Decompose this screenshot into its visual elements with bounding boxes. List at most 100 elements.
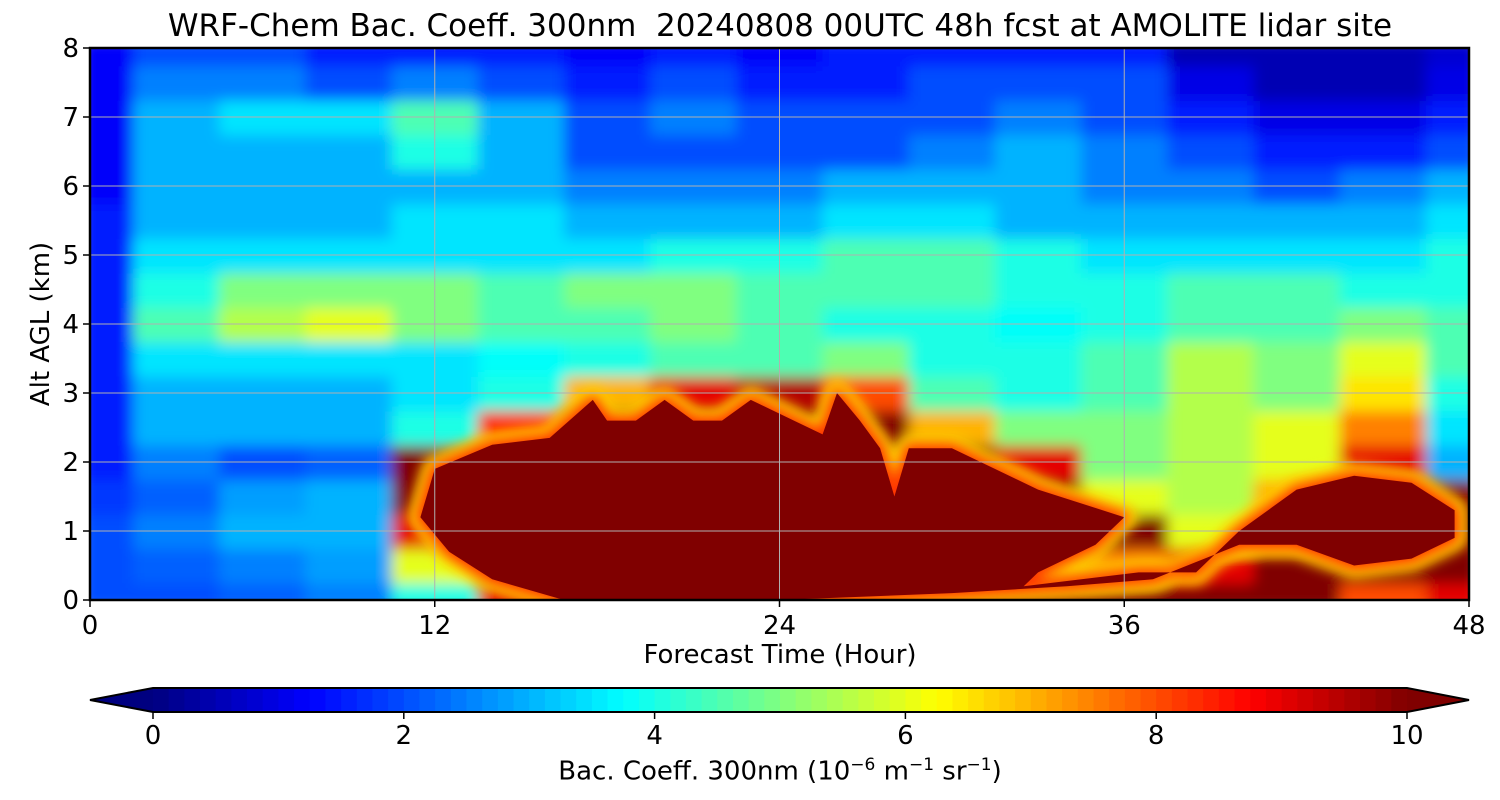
- heatmap-cell: [822, 341, 910, 377]
- heatmap-cell: [1167, 479, 1255, 515]
- colorbar-segment: [1093, 688, 1110, 712]
- colorbar-segment: [780, 688, 797, 712]
- x-axis-label: Forecast Time (Hour): [643, 640, 917, 670]
- heatmap-cell: [133, 410, 221, 446]
- colorbar-segment: [325, 688, 342, 712]
- colorbar-segment: [1218, 688, 1236, 712]
- heatmap-cell: [1425, 410, 1469, 446]
- x-axis-ticks: 0 12 24 36 48: [82, 600, 1486, 641]
- heatmap-cell: [133, 203, 221, 239]
- colorbar-segment: [247, 688, 264, 712]
- heatmap-cell: [1425, 48, 1469, 67]
- heatmap-cell: [133, 134, 221, 170]
- colorbar-segment: [262, 688, 279, 712]
- colorbar-segment: [1391, 688, 1408, 712]
- colorbar-segment: [1234, 688, 1251, 712]
- heatmap-cell: [1339, 341, 1427, 377]
- colorbar-tick-label: 6: [897, 721, 914, 751]
- heatmap-cell: [1253, 341, 1341, 377]
- colorbar-segment: [748, 688, 765, 712]
- heatmap-cell: [90, 410, 135, 446]
- colorbar-segment: [811, 688, 828, 712]
- colorbar-segment: [576, 688, 593, 712]
- heatmap-cell: [90, 48, 135, 67]
- heatmap-cell: [650, 65, 738, 101]
- colorbar-segment: [1140, 688, 1157, 712]
- heatmap-cell: [477, 272, 566, 308]
- x-tick-label: 12: [418, 611, 451, 641]
- heatmap-cell: [133, 341, 221, 377]
- heatmap-cell: [90, 548, 135, 584]
- heatmap-cell: [908, 65, 996, 101]
- heatmap-cell: [994, 48, 1083, 67]
- y-tick-label: 8: [62, 34, 79, 64]
- heatmap-cell: [908, 134, 996, 170]
- colorbar-segment: [1077, 688, 1095, 712]
- colorbar-segment: [1124, 688, 1142, 712]
- colorbar-ticks: 0 2 4 6 8 10: [145, 712, 1424, 751]
- colorbar-segment: [983, 688, 1001, 712]
- heatmap-cell: [1425, 65, 1469, 101]
- heatmap-cell: [822, 272, 910, 308]
- colorbar-segment: [200, 688, 217, 712]
- colorbar-segment: [827, 688, 844, 712]
- heatmap-cell: [1167, 341, 1255, 377]
- heatmap-cell: [133, 65, 221, 101]
- colorbar-segment: [544, 688, 562, 712]
- heatmap-cell: [1253, 65, 1341, 101]
- heatmap-cell: [994, 341, 1083, 377]
- heatmap-cell: [1425, 272, 1469, 308]
- heatmap-cell: [90, 479, 135, 515]
- colorbar-segment: [341, 688, 358, 712]
- colorbar-segment: [670, 688, 687, 712]
- colorbar-segment: [450, 688, 468, 712]
- colorbar-extend-min: [90, 688, 153, 712]
- y-axis-label: Alt AGL (km): [26, 241, 56, 407]
- heatmap-cell: [219, 410, 307, 446]
- heatmap-cell: [908, 203, 996, 239]
- colorbar-segment: [1062, 688, 1079, 712]
- heatmap-cell: [477, 341, 566, 377]
- heatmap-cell: [477, 134, 566, 170]
- heatmap-cell: [90, 341, 135, 377]
- heatmap-cell: [1339, 65, 1427, 101]
- colorbar-segment: [309, 688, 327, 712]
- y-tick-label: 4: [62, 310, 79, 340]
- y-tick-label: 6: [62, 172, 79, 202]
- heatmap-cell: [219, 134, 307, 170]
- heatmap-cell: [133, 582, 221, 600]
- heatmap-cell: [1425, 203, 1469, 239]
- heatmap-cell: [90, 134, 135, 170]
- colorbar-segment: [732, 688, 750, 712]
- heatmap-cell: [1339, 272, 1427, 308]
- heatmap-cell: [1425, 582, 1469, 600]
- heatmap-cell: [822, 134, 910, 170]
- heatmap-cell: [1339, 203, 1427, 239]
- colorbar-segment: [278, 688, 295, 712]
- colorbar-segment: [952, 688, 969, 712]
- plume-core: [420, 393, 1455, 600]
- heatmap-cell: [1253, 272, 1341, 308]
- heatmap-cell: [305, 203, 393, 239]
- colorbar-segment: [1156, 688, 1173, 712]
- heatmap-cell: [305, 48, 393, 67]
- heatmap-cell: [477, 65, 566, 101]
- colorbar-segment: [231, 688, 248, 712]
- colorbar-segment: [419, 688, 436, 712]
- heatmap-cell: [564, 272, 652, 308]
- colorbar-segment: [403, 688, 421, 712]
- colorbar-segment: [372, 688, 389, 712]
- colorbar-label: Bac. Coeff. 300nm (10−6 m−1 sr−1): [558, 755, 1002, 787]
- colorbar-segment: [1281, 688, 1298, 712]
- heatmap-cell: [994, 272, 1083, 308]
- colorbar-segment: [905, 688, 922, 712]
- chart-title: WRF-Chem Bac. Coeff. 300nm 20240808 00UT…: [167, 8, 1393, 44]
- colorbar-segment: [560, 688, 577, 712]
- heatmap-cell: [219, 479, 307, 515]
- colorbar-segment: [388, 688, 405, 712]
- heatmap-cell: [90, 65, 135, 101]
- heatmap-cell: [477, 203, 566, 239]
- colorbar-segment: [1297, 688, 1314, 712]
- colorbar-segment: [842, 688, 859, 712]
- colorbar-segment: [1375, 688, 1392, 712]
